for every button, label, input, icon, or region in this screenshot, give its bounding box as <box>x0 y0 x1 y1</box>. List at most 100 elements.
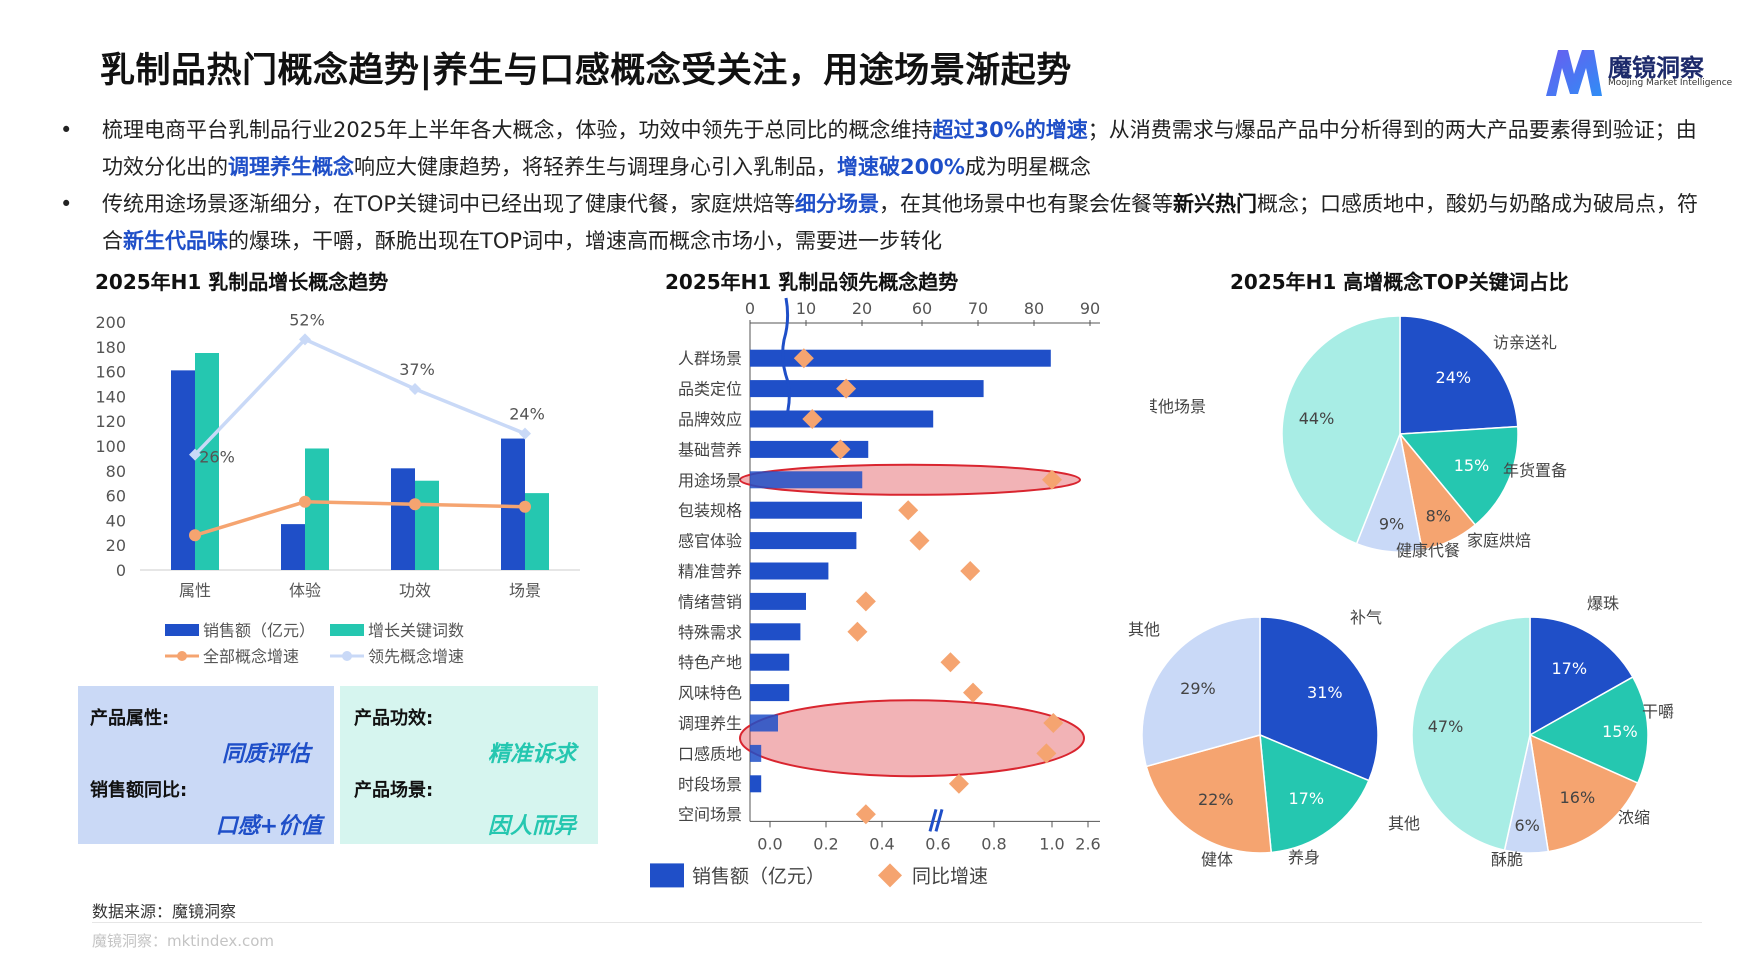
highlight-text: 新生代品味 <box>123 229 228 253</box>
pie-category-label: 其他场景 <box>1150 397 1206 416</box>
bullet-text: 成为明星概念 <box>964 155 1091 179</box>
moojing-logo-icon <box>1546 50 1602 96</box>
highlight-ellipse <box>739 699 1085 778</box>
sales-bar <box>750 410 934 428</box>
x-tick-label: 体验 <box>289 581 321 600</box>
footer-text: 魔镜洞察：mktindex.com <box>92 932 275 950</box>
pie-slice <box>1411 616 1531 852</box>
pie-slice <box>1145 734 1273 854</box>
data-label: 37% <box>399 360 435 379</box>
top-tick-label: 10 <box>796 299 816 318</box>
pie-slice <box>1259 616 1379 782</box>
sales-bar <box>750 471 863 489</box>
y-tick-label: 80 <box>106 462 126 481</box>
line-point <box>299 495 311 508</box>
pie-category-label: 养身 <box>1288 848 1320 867</box>
pie-category-label: 健康代餐 <box>1396 541 1460 560</box>
x-tick-label: 场景 <box>509 581 541 600</box>
y-tick-label: 140 <box>95 387 126 406</box>
pie-category-label: 干嚼 <box>1642 702 1674 721</box>
pie-pct-label: 17% <box>1288 789 1324 808</box>
legend-label: 领先概念增速 <box>368 647 464 666</box>
pie-pct-label: 8% <box>1426 506 1451 525</box>
pie-pct-label: 15% <box>1602 722 1638 741</box>
pie-category-label: 浓缩 <box>1618 808 1650 827</box>
bottom-tick-label: 2.6 <box>1075 834 1100 853</box>
highlight-text: 增速破200% <box>837 155 965 179</box>
pie-slice <box>1528 676 1649 785</box>
bullet-text: ；从消费需求与爆品产品中分析得到的两大产品要素得到验证；由功效分化出的 <box>102 118 1697 179</box>
pie-category-label: 年货置备 <box>1503 461 1567 480</box>
top-tick-label: 60 <box>912 299 932 318</box>
pie-pct-label: 31% <box>1307 683 1343 702</box>
wellness-keywords-pie: 31% 补气 17% 养身 22% 健体 29% 其他 <box>1128 608 1382 869</box>
brand-subtitle: Moojing Market Intelligence <box>1608 78 1733 88</box>
bottom-tick-label: 0.8 <box>981 834 1006 853</box>
highlight-text: 调理养生概念 <box>228 155 354 179</box>
sales-bar <box>750 775 762 793</box>
category-label: 人群场景 <box>678 349 742 368</box>
growth-marker <box>963 682 984 703</box>
legend-swatch <box>650 863 684 888</box>
growth-marker <box>855 591 876 612</box>
box-label: 销售额同比: <box>90 780 188 801</box>
category-label: 调理养生 <box>678 714 742 733</box>
pie-charts-title: 2025年H1 高增概念TOP关键词占比 <box>1230 270 1569 294</box>
brand-name: 魔镜洞察 <box>1608 54 1704 82</box>
line-point <box>409 382 421 395</box>
bullet-1: • 梳理电商平台乳制品行业2025年上半年各大概念，体验，功效中领先于总同比的概… <box>60 112 1700 186</box>
box-label: 产品场景: <box>354 780 434 801</box>
sales-bar <box>750 562 829 580</box>
y-tick-label: 180 <box>95 338 126 357</box>
sales-bar <box>750 744 762 762</box>
growth-marker <box>940 652 961 673</box>
growth-chart-title: 2025年H1 乳制品增长概念趋势 <box>95 270 389 294</box>
pie-slice <box>1529 733 1639 853</box>
highlight-text: 新兴热门 <box>1173 192 1258 216</box>
bullet-text: 的爆珠，干嚼，酥脆出现在TOP词中，增速高而概念市场小，需要进一步转化 <box>228 229 943 253</box>
summary-bullets: • 梳理电商平台乳制品行业2025年上半年各大概念，体验，功效中领先于总同比的概… <box>60 112 1700 260</box>
leading-concept-chart: 0 10 20 60 70 80 90 0.0 0.2 0.4 0.6 0.8 1.0 2.6 人群场景品类… <box>650 297 1101 888</box>
texture-keywords-pie: 17% 爆珠 15%干嚼 16% 浓缩 6% 酥脆 47% 其他 <box>1388 594 1674 869</box>
bullet-dot: • <box>60 118 73 142</box>
growth-marker <box>1043 713 1064 733</box>
bullet-text: 传统用途场景逐渐细分，在TOP关键词中已经出现了健康代餐，家庭烘焙等 <box>102 192 796 216</box>
sales-bar <box>750 653 790 671</box>
category-label: 品类定位 <box>678 380 742 399</box>
legend-swatch <box>878 863 902 888</box>
axis-break-icon <box>781 297 791 426</box>
category-label: 感官体验 <box>678 532 742 551</box>
growth-marker <box>847 621 868 642</box>
pie-pct-label: 24% <box>1436 368 1472 387</box>
growth-marker <box>830 439 851 460</box>
y-tick-label: 100 <box>95 437 126 456</box>
growth-marker <box>1042 469 1062 490</box>
growth-marker <box>793 348 814 369</box>
brand-logo <box>1540 44 1730 102</box>
y-tick-label: 200 <box>95 313 126 332</box>
bullet-text: 响应大健康趋势，将轻养生与调理身心引入乳制品， <box>354 155 837 179</box>
top-tick-label: 20 <box>852 299 872 318</box>
footer-divider <box>92 922 1702 923</box>
series-line-leading <box>193 337 526 456</box>
pie-category-label: 健体 <box>1201 850 1233 869</box>
pie-slice <box>1141 616 1261 768</box>
pie-pct-label: 44% <box>1299 409 1335 428</box>
pie-pct-label: 16% <box>1560 788 1596 807</box>
bar-keywords <box>305 448 329 570</box>
pie-slice <box>1259 733 1370 854</box>
pie-category-label: 家庭烘焙 <box>1467 531 1531 550</box>
line-point <box>409 498 421 511</box>
growth-concept-chart: 0 20 40 60 80 100 120 140 160 180 200 属性 体验 功效 场景 26% 52… <box>95 310 580 666</box>
sales-bar <box>750 501 862 519</box>
box-value: 因人而异 <box>487 814 576 839</box>
legend-marker <box>177 651 187 661</box>
legend-swatch <box>330 624 364 636</box>
pie-pct-label: 9% <box>1379 515 1404 534</box>
summary-box-attributes: 产品属性: 同质评估 销售额同比: 口感+价值 <box>78 686 334 844</box>
category-label: 情绪营销 <box>678 592 742 611</box>
axis-break-icon <box>928 809 944 832</box>
legend-label: 增长关键词数 <box>368 621 464 640</box>
highlight-text: 超过30%的增速 <box>932 118 1088 142</box>
category-label: 空间场景 <box>678 805 742 824</box>
